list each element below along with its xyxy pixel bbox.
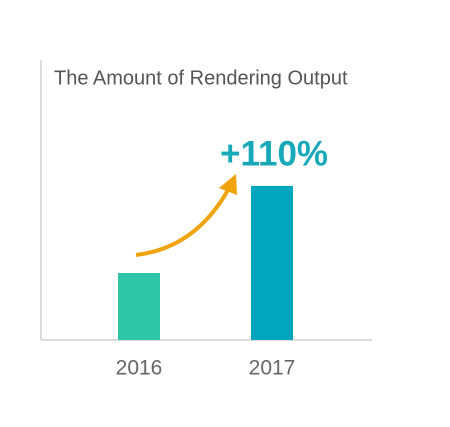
chart-title: The Amount of Rendering Output bbox=[54, 67, 348, 89]
growth-arrow bbox=[135, 189, 230, 257]
growth-annotation: +110% bbox=[220, 134, 328, 173]
x-tick-label: 2017 bbox=[249, 357, 296, 380]
bar bbox=[118, 273, 160, 340]
bar bbox=[251, 185, 293, 340]
arrow-head bbox=[219, 174, 237, 195]
x-tick-label: 2016 bbox=[116, 357, 163, 380]
